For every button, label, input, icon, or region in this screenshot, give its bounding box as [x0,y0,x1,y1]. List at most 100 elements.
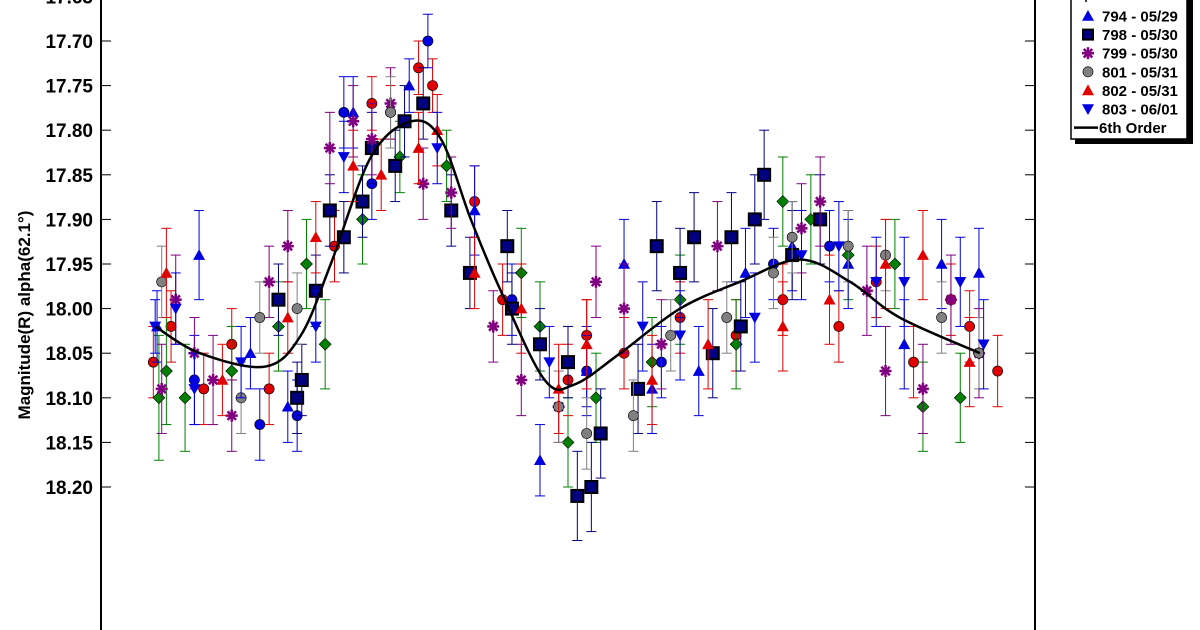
triangle-up-marker [412,142,425,153]
y-tick-label: 18.15 [45,433,93,454]
square-marker [1082,28,1094,41]
triangle-down-marker [188,384,201,395]
square-marker [322,203,337,218]
series-circle-e00000 [147,40,1004,426]
circle-marker [768,267,779,279]
asterisk-marker [879,365,892,378]
diamond-marker [589,391,603,405]
triangle-up-marker [879,258,892,269]
circle-marker [1082,66,1094,78]
circle-marker [338,106,350,118]
circle-marker [786,231,798,243]
y-tick-label: 17.90 [45,210,93,231]
fit-curve-6th-order [154,119,981,391]
y-tick-label: 17.80 [45,121,93,142]
triangle-down-marker [169,303,182,315]
triangle-up-marker [739,266,752,278]
triangle-down-marker [543,357,556,369]
circle-marker [263,383,275,395]
diamond-marker [953,391,967,405]
circle-marker [385,106,396,118]
triangle-down-marker [748,312,761,324]
triangle-up-marker [1082,10,1094,21]
circle-marker [198,383,210,395]
triangle-up-marker [823,293,836,305]
legend-label: 799 - 05/30 [1102,46,1178,63]
square-marker [687,230,702,245]
y-tick-label: 17.70 [45,32,93,53]
y-tick-label: 17.95 [45,255,93,276]
triangle-up-marker [193,249,206,260]
square-marker [649,239,664,254]
asterisk-marker [814,195,827,208]
diamond-marker [178,391,192,405]
asterisk-marker [944,293,957,306]
square-marker [416,96,431,111]
triangle-down-marker [795,250,808,262]
triangle-up-marker [898,338,911,350]
triangle-up-marker [580,338,593,350]
square-marker [757,167,772,182]
series-798-05-30 [271,67,828,542]
square-marker [294,372,309,387]
asterisk-marker [225,409,238,422]
square-marker [733,319,748,334]
circle-marker [721,312,733,323]
triangle-up-marker [935,258,948,269]
asterisk-marker [263,275,276,288]
asterisk-marker [1082,47,1094,60]
triangle-up-marker [309,231,322,243]
circle-marker [254,312,266,323]
square-marker [673,265,688,280]
circle-marker [254,419,266,430]
asterisk-marker [590,275,603,288]
asterisk-marker [445,186,458,199]
y-tick-label: 18.00 [45,300,93,321]
square-marker [570,488,585,503]
triangle-up-marker [646,373,659,385]
triangle-up-marker [515,302,528,314]
asterisk-marker [916,382,929,395]
y-tick-label: 18.20 [45,478,93,499]
y-axis-label: Magnitude(R) alpha(62.1°) [15,211,34,420]
asterisk-marker [347,115,360,128]
triangle-up-marker [347,159,360,171]
legend-item: 794 - 05/29 [1082,9,1178,26]
asterisk-marker [618,302,631,315]
square-marker [271,292,286,307]
diamond-marker [225,364,239,378]
triangle-down-marker [898,277,911,288]
square-marker [500,239,515,254]
triangle-down-marker [636,321,649,333]
square-marker [724,230,739,245]
circle-marker [427,80,438,91]
asterisk-marker [365,133,378,146]
circle-marker [165,321,177,332]
diamond-marker [729,337,743,351]
triangle-down-marker [870,277,883,288]
triangle-up-marker [702,338,715,350]
triangle-up-marker [916,249,929,260]
circle-marker [291,303,303,314]
data-points [147,13,1004,542]
legend-label: 802 - 05/31 [1102,83,1178,100]
legend-label: 6th Order [1099,120,1167,137]
y-axis: 17.65 17.70 17.75 17.80 17.85 17.90 17.95 18.00… [45,0,1035,499]
diamond-marker [561,435,575,449]
legend-item: 801 - 05/31 [1082,64,1178,81]
triangle-down-marker [954,277,967,288]
square-marker [355,194,370,209]
circle-marker [842,240,854,252]
asterisk-marker [323,142,336,155]
square-marker [561,355,575,370]
triangle-up-marker [1082,84,1094,96]
legend-item: 799 - 05/30 [1082,46,1178,63]
circle-marker [627,410,639,422]
legend-label: 794 - 05/29 [1102,9,1178,26]
diamond-marker [888,257,902,271]
legend-item: 798 - 05/30 [1082,27,1178,44]
square-marker [532,337,547,352]
triangle-up-marker [776,320,789,332]
triangle-up-marker [216,373,229,385]
y-tick-label: 17.75 [45,77,93,98]
